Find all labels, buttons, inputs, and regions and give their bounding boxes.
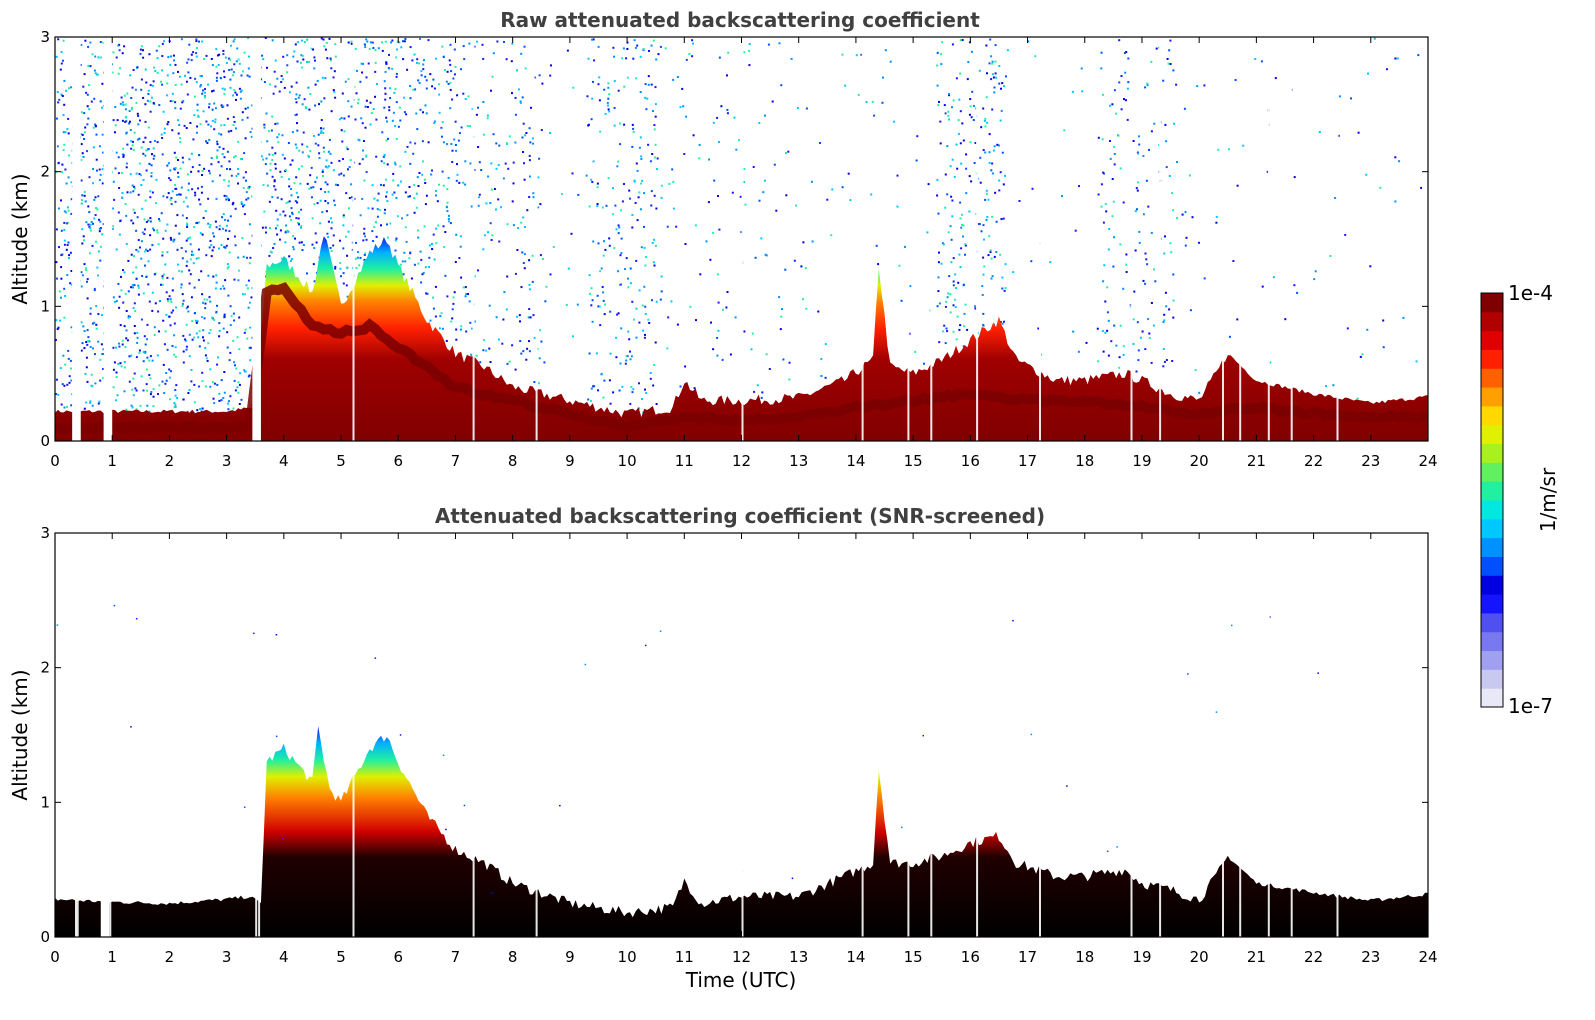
panel-screened-y-ticks: 0 1 2 3 <box>40 524 1428 946</box>
x-tick-label: 4 <box>279 948 289 966</box>
x-tick-label: 8 <box>508 948 518 966</box>
x-tick-label: 24 <box>1418 948 1437 966</box>
x-tick-label: 9 <box>565 452 575 470</box>
x-tick-label: 17 <box>1018 948 1037 966</box>
x-tick-label: 15 <box>904 452 923 470</box>
x-tick-label: 21 <box>1247 948 1266 966</box>
x-tick-label: 16 <box>961 452 980 470</box>
x-tick-label: 19 <box>1132 452 1151 470</box>
y-tick-label: 2 <box>40 659 50 677</box>
x-tick-label: 15 <box>904 948 923 966</box>
panel-raw-plot-area <box>55 37 1428 441</box>
panel-screened-specks <box>56 604 1319 894</box>
panel-raw-data-gaps <box>72 37 1339 441</box>
x-tick-label: 6 <box>393 948 403 966</box>
colorbar-frame <box>1480 292 1504 708</box>
x-tick-label: 2 <box>165 948 175 966</box>
colorbar-min-label: 1e-7 <box>1508 694 1553 718</box>
x-tick-label: 3 <box>222 948 232 966</box>
colorbar-max-label: 1e-4 <box>1508 281 1553 305</box>
x-tick-label: 17 <box>1018 452 1037 470</box>
x-tick-label: 20 <box>1190 452 1209 470</box>
x-tick-label: 5 <box>336 452 346 470</box>
panel-screened-data-gaps <box>75 533 1339 937</box>
x-tick-label: 14 <box>846 452 865 470</box>
panel-raw-y-ticks: 0 1 2 3 <box>40 28 1428 450</box>
x-tick-label: 5 <box>336 948 346 966</box>
y-tick-label: 3 <box>40 28 50 46</box>
x-tick-label: 14 <box>846 948 865 966</box>
panel-screened-y-label: Altitude (km) <box>8 669 32 800</box>
x-tick-label: 1 <box>107 452 117 470</box>
x-tick-label: 0 <box>50 452 60 470</box>
x-tick-label: 18 <box>1075 452 1094 470</box>
panel-raw: Raw attenuated backscattering coefficien… <box>8 8 1438 470</box>
x-tick-label: 23 <box>1361 948 1380 966</box>
x-tick-label: 7 <box>451 452 461 470</box>
x-tick-label: 7 <box>451 948 461 966</box>
x-tick-label: 16 <box>961 948 980 966</box>
y-tick-label: 3 <box>40 524 50 542</box>
panel-screened: Attenuated backscattering coefficient (S… <box>8 504 1438 992</box>
x-tick-label: 10 <box>618 452 637 470</box>
x-tick-label: 8 <box>508 452 518 470</box>
x-tick-label: 21 <box>1247 452 1266 470</box>
panel-screened-x-label: Time (UTC) <box>685 968 797 992</box>
x-tick-label: 13 <box>789 948 808 966</box>
x-tick-label: 10 <box>618 948 637 966</box>
x-tick-label: 12 <box>732 948 751 966</box>
x-tick-label: 11 <box>675 948 694 966</box>
x-tick-label: 20 <box>1190 948 1209 966</box>
panel-screened-plot-area <box>55 533 1428 937</box>
y-tick-label: 2 <box>40 163 50 181</box>
x-tick-label: 9 <box>565 948 575 966</box>
panel-raw-x-ticks: 0 1 2 3 4 5 6 7 8 9 10 11 12 13 14 15 16 17 18 19 20 21 22 23 24 <box>50 37 1438 470</box>
panel-raw-y-label: Altitude (km) <box>8 173 32 304</box>
x-tick-label: 13 <box>789 452 808 470</box>
x-tick-label: 22 <box>1304 452 1323 470</box>
x-tick-label: 24 <box>1418 452 1437 470</box>
x-tick-label: 0 <box>50 948 60 966</box>
colorbar-scale <box>1481 293 1503 708</box>
x-tick-label: 6 <box>393 452 403 470</box>
panel-raw-aerosol-layer <box>55 236 1428 441</box>
colorbar-unit-label: 1/m/sr <box>1536 467 1560 532</box>
y-tick-label: 1 <box>40 297 50 315</box>
x-tick-label: 2 <box>165 452 175 470</box>
colorbar: 1e-4 1e-7 1/m/sr <box>1480 281 1560 718</box>
x-tick-label: 19 <box>1132 948 1151 966</box>
x-tick-label: 18 <box>1075 948 1094 966</box>
panel-raw-title: Raw attenuated backscattering coefficien… <box>500 8 980 32</box>
x-tick-label: 11 <box>675 452 694 470</box>
y-tick-label: 0 <box>40 928 50 946</box>
x-tick-label: 12 <box>732 452 751 470</box>
y-tick-label: 1 <box>40 793 50 811</box>
x-tick-label: 22 <box>1304 948 1323 966</box>
y-tick-label: 0 <box>40 432 50 450</box>
panel-screened-title: Attenuated backscattering coefficient (S… <box>435 504 1045 528</box>
x-tick-label: 4 <box>279 452 289 470</box>
x-tick-label: 1 <box>107 948 117 966</box>
x-tick-label: 23 <box>1361 452 1380 470</box>
x-tick-label: 3 <box>222 452 232 470</box>
panel-screened-aerosol-layer <box>55 726 1428 937</box>
panel-screened-x-ticks: 0 1 2 3 4 5 6 7 8 9 10 11 12 13 14 15 16 17 18 19 20 21 22 23 24 <box>50 533 1438 966</box>
